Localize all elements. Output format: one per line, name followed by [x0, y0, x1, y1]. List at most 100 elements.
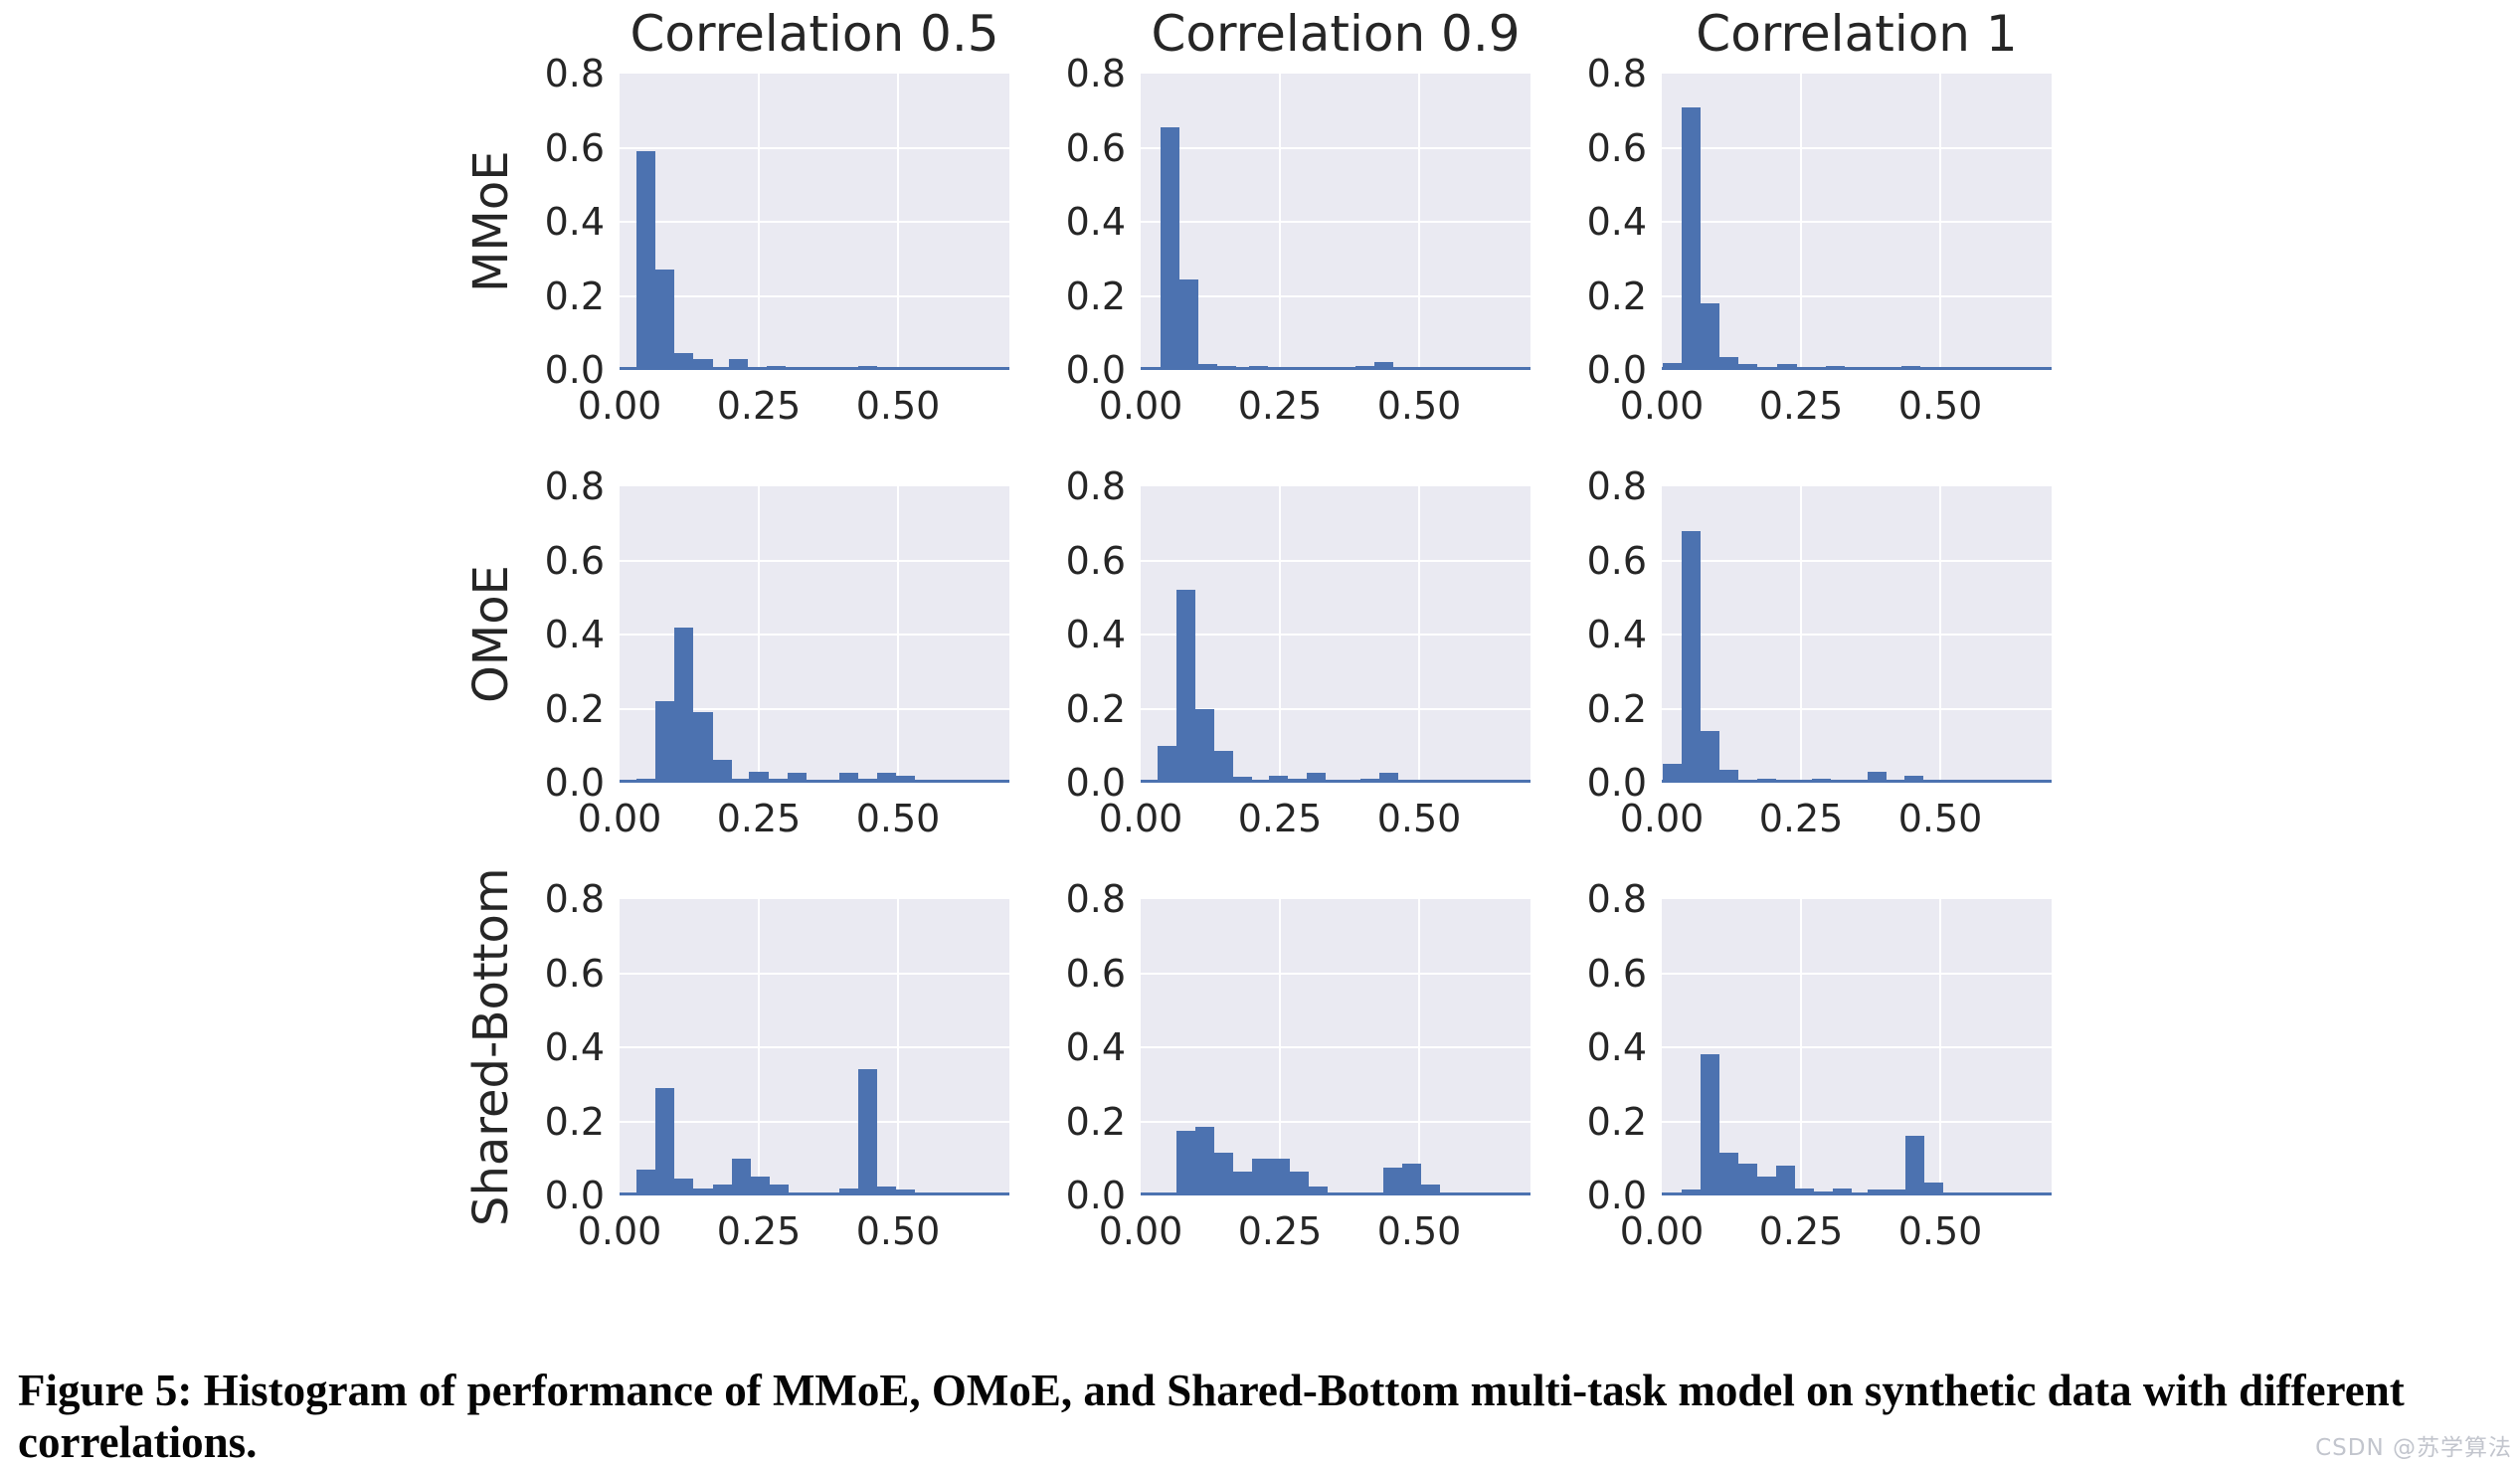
x-tick-label: 0.50 [1376, 797, 1462, 840]
y-tick-label: 0.6 [544, 125, 605, 170]
x-tick-label: 0.25 [1758, 1209, 1844, 1253]
histogram-bar [749, 771, 769, 783]
histogram-bar [1420, 1184, 1440, 1195]
y-tick-label: 0.8 [1586, 464, 1647, 508]
gridline-horizontal [620, 972, 1009, 975]
y-tick-label: 0.0 [544, 348, 605, 392]
gridline-horizontal [620, 221, 1009, 223]
gridline-vertical [758, 899, 760, 1195]
histogram-bar [1252, 1158, 1272, 1195]
histogram-bar [1718, 1153, 1738, 1195]
gridline-vertical [1418, 74, 1420, 370]
histogram-bar [636, 1169, 656, 1195]
column-title: Correlation 0.9 [1151, 5, 1521, 63]
gridline-horizontal [1141, 294, 1530, 297]
gridline-vertical [1279, 899, 1281, 1195]
histogram-bar [674, 627, 694, 783]
x-tick-label: 0.50 [1897, 1209, 1983, 1253]
gridline-horizontal [1662, 707, 2052, 710]
histogram-bar [877, 1186, 897, 1195]
column-title: Correlation 0.5 [630, 5, 999, 63]
x-tick-label: 0.50 [855, 1209, 941, 1253]
y-tick-label: 0.0 [1586, 761, 1647, 805]
subplot-omoe-c1: 0.8 0.6 0.4 0.2 0.0 0.00 0.25 0.50 [545, 466, 1009, 838]
histogram-bar [1663, 764, 1683, 783]
histogram-bar [1701, 730, 1720, 783]
y-tick-label: 0.0 [1065, 1174, 1126, 1217]
y-tick-label: 0.8 [544, 877, 605, 921]
x-tick-label: 0.25 [716, 1209, 802, 1253]
subplot-omoe-c2: 0.8 0.6 0.4 0.2 0.0 0.00 0.25 0.50 [1066, 466, 1530, 838]
y-tick-label: 0.2 [544, 686, 605, 731]
y-tick-label: 0.4 [1065, 1025, 1126, 1069]
figure-caption-line-2: correlations. [18, 1417, 258, 1464]
histogram-bar [1309, 1186, 1329, 1195]
histogram-bar [655, 701, 675, 783]
gridline-horizontal [1141, 1120, 1530, 1123]
y-tick-label: 0.6 [544, 538, 605, 583]
gridline-vertical [1279, 74, 1281, 370]
x-tick-label: 0.00 [1098, 1209, 1183, 1253]
histogram-bar [1382, 1168, 1402, 1195]
histogram-bar [1832, 1188, 1852, 1195]
histogram-bar [1175, 1130, 1195, 1195]
gridline-vertical [1800, 486, 1802, 783]
histogram-bar [1701, 302, 1720, 370]
histogram-bar [1175, 590, 1195, 783]
gridline-horizontal [620, 559, 1009, 562]
histogram-bar [1904, 1136, 1924, 1195]
y-tick-label: 0.0 [1065, 348, 1126, 392]
histogram-bar [1194, 1127, 1214, 1195]
histogram-bar [1268, 776, 1288, 783]
gridline-horizontal [1141, 559, 1530, 562]
y-tick-label: 0.0 [1586, 1174, 1647, 1217]
histogram-bar [769, 1184, 789, 1195]
histogram-bar [1682, 530, 1702, 783]
subplot-mmoe-c1: 0.8 0.6 0.4 0.2 0.0 0.00 0.25 0.50 [545, 54, 1009, 426]
y-tick-label: 0.2 [1586, 1099, 1647, 1144]
gridline-vertical [1418, 899, 1420, 1195]
y-tick-label: 0.2 [1065, 686, 1126, 731]
subplot-mmoe-c3: 0.8 0.6 0.4 0.2 0.0 0.00 0.25 0.50 [1587, 54, 2052, 426]
histogram-bar [1719, 356, 1739, 370]
histogram-bar [750, 1177, 770, 1195]
axis-baseline [1662, 1192, 2052, 1195]
y-tick-label: 0.2 [1586, 686, 1647, 731]
histogram-bar [731, 1158, 751, 1195]
gridline-horizontal [620, 1046, 1009, 1048]
y-tick-label: 0.4 [1586, 200, 1647, 244]
gridline-vertical [1800, 899, 1802, 1195]
gridline-vertical [1939, 899, 1941, 1195]
histogram-bar [674, 1179, 694, 1195]
x-tick-label: 0.50 [1897, 384, 1983, 428]
histogram-bar [1379, 772, 1399, 783]
gridline-horizontal [1662, 559, 2052, 562]
y-tick-label: 0.2 [544, 274, 605, 318]
gridline-horizontal [1141, 634, 1530, 636]
gridline-horizontal [1662, 634, 2052, 636]
gridline-vertical [1800, 74, 1802, 370]
histogram-bar [858, 1069, 878, 1195]
subplot-omoe-c3: 0.8 0.6 0.4 0.2 0.0 0.00 0.25 0.50 [1587, 466, 2052, 838]
watermark: CSDN @苏学算法 [2315, 1435, 2512, 1461]
histogram-bar [896, 776, 916, 783]
histogram-bar [1663, 362, 1683, 370]
subplot-shared-bottom-c3: 0.8 0.6 0.4 0.2 0.0 0.00 0.25 0.50 [1587, 879, 2052, 1251]
y-tick-label: 0.8 [1065, 464, 1126, 508]
subplot-mmoe-c2: 0.8 0.6 0.4 0.2 0.0 0.00 0.25 0.50 [1066, 54, 1530, 426]
gridline-vertical [758, 486, 760, 783]
histogram-bar [674, 353, 694, 370]
y-tick-label: 0.2 [544, 1099, 605, 1144]
x-tick-label: 0.00 [1619, 1209, 1705, 1253]
histogram-bar [1290, 1171, 1310, 1195]
y-tick-label: 0.6 [1065, 125, 1126, 170]
axis-baseline [620, 780, 1009, 783]
gridline-vertical [1939, 74, 1941, 370]
subplot-shared-bottom-c1: 0.8 0.6 0.4 0.2 0.0 0.00 0.25 0.50 [545, 879, 1009, 1251]
x-tick-label: 0.25 [1758, 384, 1844, 428]
histogram-bar [839, 772, 859, 783]
y-tick-label: 0.4 [1586, 613, 1647, 656]
histogram-bar [1401, 1164, 1421, 1195]
gridline-horizontal [620, 294, 1009, 297]
x-tick-label: 0.50 [1897, 797, 1983, 840]
